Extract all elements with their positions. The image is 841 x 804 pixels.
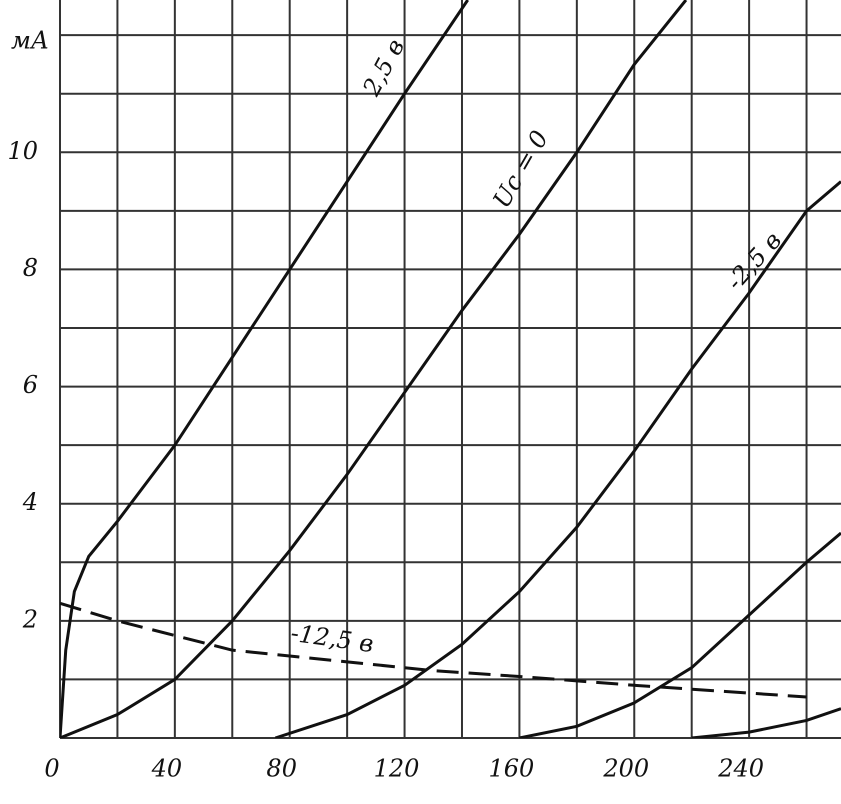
curve [691,707,841,738]
plot-area [60,0,841,738]
x-tick-label: 0 [44,755,59,783]
y-tick-label: 4 [22,488,38,516]
x-tick-label: 200 [602,755,649,783]
curve [60,601,807,699]
y-tick-label: 10 [7,137,38,165]
x-tick-label: 80 [266,755,297,783]
curve-label: -12,5 в [289,619,375,658]
y-tick-label: 6 [23,371,38,399]
curve [274,180,841,738]
curve-label: 2,5 в [357,34,410,101]
curve [60,0,688,738]
y-tick-label: 2 [22,605,38,633]
y-axis-label: мА [11,27,49,55]
x-tick-label: 160 [489,755,535,783]
curve [60,0,469,738]
y-tick-label: 8 [23,254,38,282]
x-tick-label: 240 [717,755,764,783]
curve [519,531,841,738]
x-tick-label: 40 [151,755,183,783]
x-tick-label: 120 [374,755,420,783]
